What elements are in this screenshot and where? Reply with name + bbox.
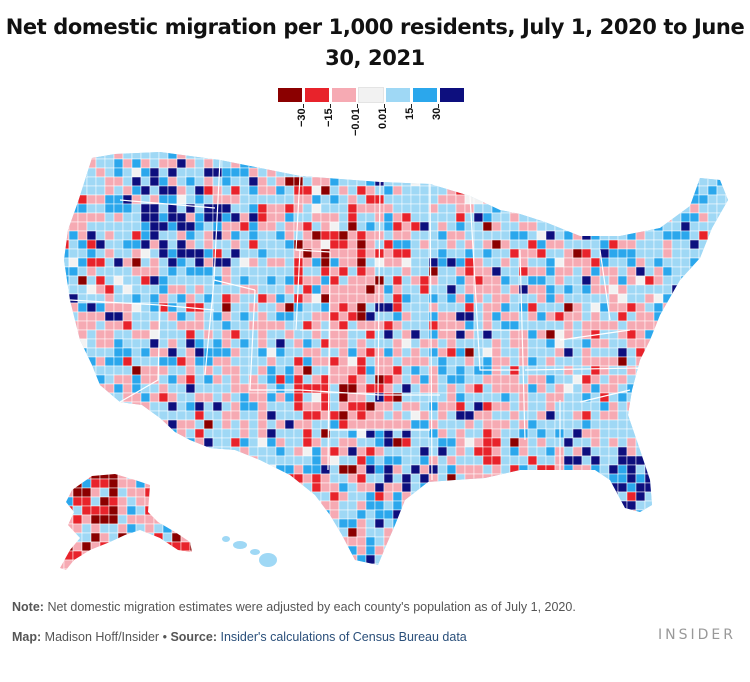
legend-tick-label: −15 xyxy=(322,108,335,127)
legend-tick-label: −30 xyxy=(295,108,308,127)
source-link[interactable]: Insider's calculations of Census Bureau … xyxy=(220,630,467,644)
map-author: Madison Hoff/Insider xyxy=(44,630,160,644)
legend-tick xyxy=(356,104,358,108)
note-text: Net domestic migration estimates were ad… xyxy=(47,600,576,614)
legend-swatch xyxy=(413,88,437,102)
footnote: Note: Net domestic migration estimates w… xyxy=(12,600,576,614)
legend-swatch xyxy=(440,88,464,102)
source-label: Source: xyxy=(170,630,217,644)
legend-tick xyxy=(383,104,385,108)
choropleth-svg xyxy=(60,152,728,570)
legend-tick-label: 0.01 xyxy=(376,108,389,130)
color-legend: −30 −15 −0.01 0.01 15 30 xyxy=(278,87,470,142)
legend-tick-label: 15 xyxy=(403,108,416,121)
legend-swatch xyxy=(278,88,302,102)
map-credit-label: Map: xyxy=(12,630,42,644)
legend-tick-label: 30 xyxy=(430,108,443,121)
legend-tick xyxy=(410,104,412,108)
hawaii-islands xyxy=(222,536,277,567)
us-county-map xyxy=(0,140,750,590)
legend-swatch xyxy=(358,87,384,103)
legend-tick xyxy=(329,104,331,108)
state-borders xyxy=(69,159,641,481)
note-label: Note: xyxy=(12,600,44,614)
legend-swatch xyxy=(332,88,356,102)
legend-swatch xyxy=(386,88,410,102)
legend-tick xyxy=(437,104,439,108)
alaska-counties xyxy=(60,474,192,570)
insider-logo: INSIDER xyxy=(658,627,736,643)
credit-bullet: • xyxy=(162,630,167,644)
legend-tick xyxy=(302,104,304,108)
legend-tick-label: −0.01 xyxy=(349,108,362,136)
legend-swatch xyxy=(305,88,329,102)
credit-line: Map: Madison Hoff/Insider • Source: Insi… xyxy=(12,630,467,644)
chart-title: Net domestic migration per 1,000 residen… xyxy=(5,15,745,70)
